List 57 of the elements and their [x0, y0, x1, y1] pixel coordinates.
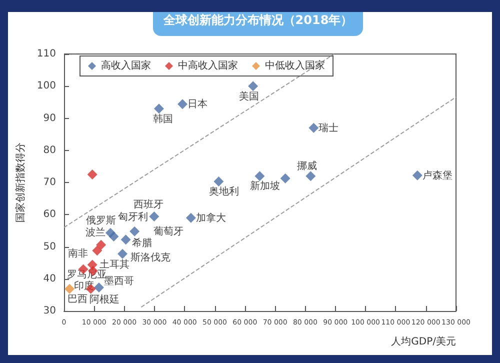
- x-axis-title: 人均GDP/美元: [391, 336, 456, 348]
- y-tick-label: 40: [43, 273, 56, 284]
- annotation: 挪威: [296, 160, 317, 172]
- annotation: 奥地利: [208, 186, 239, 198]
- y-tick-label: 110: [36, 48, 56, 60]
- point: [117, 248, 128, 259]
- annotation: 瑞士: [318, 122, 339, 134]
- point: [214, 176, 224, 187]
- annotation: 斯洛伐克: [130, 252, 170, 264]
- point: [130, 226, 140, 236]
- annotation: 土耳其: [99, 258, 130, 271]
- annotation: 韩国: [152, 112, 173, 125]
- annotation: 美国: [239, 90, 260, 102]
- y-axis-title: 国家创新指数得分: [14, 142, 26, 222]
- y-tick-label: 90: [43, 112, 56, 124]
- y-tick-label: 100: [36, 80, 56, 92]
- point: [154, 104, 164, 114]
- point: [149, 212, 160, 222]
- annotation: 阿根廷: [90, 294, 120, 306]
- point: [87, 169, 98, 180]
- annotation: 巴西: [67, 294, 88, 306]
- chart-title: 全球创新能力分布情况（2018年）: [153, 12, 363, 36]
- annotation: 墨西哥: [104, 276, 134, 288]
- point: [120, 234, 131, 245]
- point: [306, 171, 316, 182]
- point: [186, 212, 196, 223]
- annotation: 俄罗斯: [86, 214, 116, 226]
- annotation: 西班牙: [133, 198, 164, 210]
- annotation: 卢森堡: [422, 169, 452, 182]
- point: [96, 240, 106, 250]
- annotation: 希腊: [132, 236, 152, 249]
- annotation: 匈牙利: [118, 211, 148, 224]
- annotation: 葡萄牙: [154, 225, 184, 238]
- annotation: 日本: [187, 98, 208, 110]
- y-tick-label: 70: [43, 177, 56, 188]
- point: [94, 282, 104, 293]
- point: [108, 231, 119, 242]
- point: [412, 170, 422, 180]
- y-tick-label: 50: [43, 241, 56, 252]
- annotation: 南非: [68, 247, 88, 260]
- annotation: 新加坡: [250, 180, 280, 192]
- point: [248, 81, 258, 92]
- point: [308, 122, 319, 133]
- point: [92, 246, 102, 256]
- point: [64, 284, 75, 294]
- legend-label: 中高收入国家: [178, 60, 238, 72]
- point: [87, 260, 98, 270]
- point: [280, 173, 290, 184]
- legend-label: 高收入国家: [101, 60, 151, 72]
- legend-label: 中低收入国家: [265, 60, 325, 72]
- annotation: 波兰: [85, 226, 106, 239]
- point: [254, 171, 265, 182]
- annotation: 加拿大: [196, 212, 226, 224]
- y-tick-label: 60: [43, 209, 56, 220]
- point: [177, 99, 188, 110]
- y-tick-label: 30: [43, 306, 56, 316]
- y-tick-label: 80: [43, 144, 56, 156]
